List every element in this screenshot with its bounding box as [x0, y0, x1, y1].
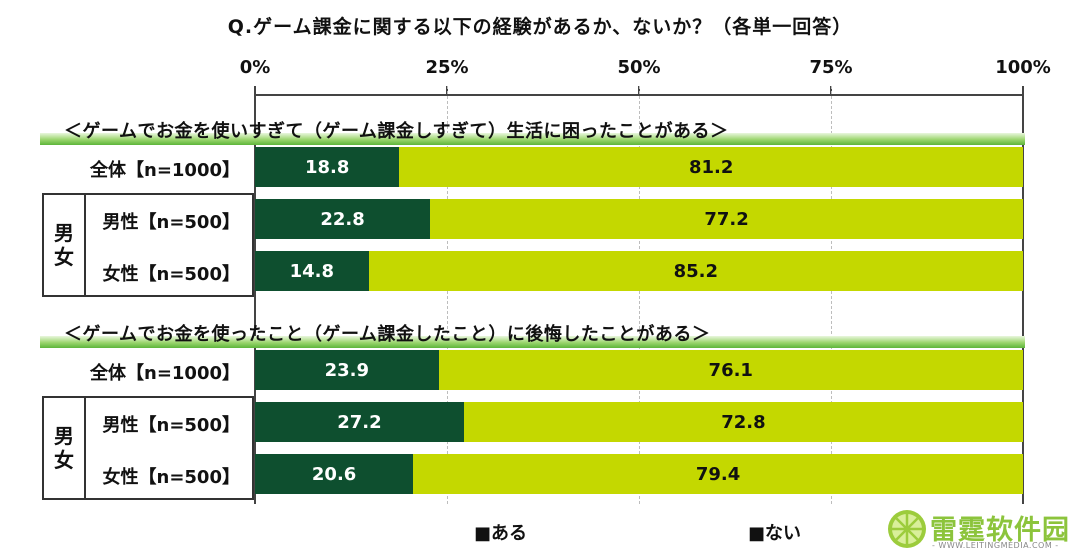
lemon-logo-icon	[888, 510, 926, 548]
watermark: 雷霆软件园 - WWW.LEITINGMEDIA.COM -	[886, 506, 1076, 554]
watermark-text: 雷霆软件园	[930, 515, 1070, 546]
gridline	[447, 86, 448, 504]
bar-aru: 23.9	[255, 350, 439, 390]
legend-label: ■ない	[748, 523, 802, 544]
bar-nai: 81.2	[399, 147, 1023, 187]
bar-value-label: 81.2	[688, 156, 734, 178]
section-band	[40, 336, 1025, 348]
row-label: 男性【n=500】	[102, 212, 240, 233]
x-tick-label: 0%	[239, 57, 271, 78]
bar-aru: 20.6	[255, 454, 414, 494]
bar-nai: 76.1	[438, 350, 1023, 390]
bar-nai: 85.2	[368, 251, 1023, 291]
axis-left	[254, 86, 256, 504]
gender-group-box: 男女	[42, 193, 86, 297]
gridline	[831, 86, 832, 504]
row-label: 男性【n=500】	[102, 415, 240, 436]
bar-value-label: 76.1	[708, 359, 753, 381]
gender-group-label-char: 女	[54, 448, 74, 472]
bar-aru: 14.8	[255, 251, 369, 291]
gender-group-label-char: 男	[54, 221, 74, 245]
x-tick-label: 100%	[995, 57, 1051, 78]
bar-value-label: 85.2	[673, 260, 719, 282]
gender-group-label-char: 女	[54, 245, 74, 269]
bar-value-label: 77.2	[704, 208, 749, 230]
x-tick-label: 50%	[617, 57, 661, 78]
gridline	[639, 86, 640, 504]
bar-aru: 18.8	[255, 147, 400, 187]
bar-nai: 79.4	[413, 454, 1023, 494]
section-band	[40, 133, 1025, 145]
axis-top	[255, 94, 1023, 96]
bar-value-label: 27.2	[337, 411, 382, 433]
row-label: 全体【n=1000】	[90, 160, 240, 181]
row-label: 全体【n=1000】	[90, 363, 240, 384]
bar-aru: 22.8	[255, 199, 431, 239]
legend-label: ■ある	[474, 523, 528, 544]
gender-rows-box	[86, 193, 254, 297]
bar-value-label: 22.8	[320, 208, 365, 230]
bar-value-label: 72.8	[721, 411, 766, 433]
bar-value-label: 18.8	[304, 156, 350, 178]
row-label: 女性【n=500】	[102, 264, 240, 285]
watermark-subtext: - WWW.LEITINGMEDIA.COM -	[932, 541, 1059, 550]
axis-right	[1022, 86, 1024, 504]
section-title: ＜ゲームでお金を使ったこと（ゲーム課金したこと）に後悔したことがある＞	[64, 324, 711, 345]
chart-title: Q.ゲーム課金に関する以下の経験があるか、ないか？（各単一回答）	[227, 16, 853, 38]
bar-nai: 72.8	[463, 402, 1023, 442]
bar-aru: 27.2	[255, 402, 464, 442]
bar-nai: 77.2	[430, 199, 1023, 239]
x-tick-label: 25%	[425, 57, 469, 78]
x-tick-label: 75%	[809, 57, 853, 78]
section-title: ＜ゲームでお金を使いすぎて（ゲーム課金しすぎて）生活に困ったことがある＞	[64, 121, 729, 142]
bar-value-label: 20.6	[311, 463, 357, 485]
legend-item-nai: ■ない	[748, 519, 801, 545]
bar-value-label: 79.4	[695, 463, 741, 485]
bar-value-label: 14.8	[289, 260, 335, 282]
bar-value-label: 23.9	[324, 359, 369, 381]
gender-rows-box	[86, 396, 254, 500]
gender-group-label-char: 男	[54, 424, 74, 448]
row-label: 女性【n=500】	[102, 467, 240, 488]
legend-item-aru: ■ある	[474, 519, 527, 545]
gender-group-box: 男女	[42, 396, 86, 500]
